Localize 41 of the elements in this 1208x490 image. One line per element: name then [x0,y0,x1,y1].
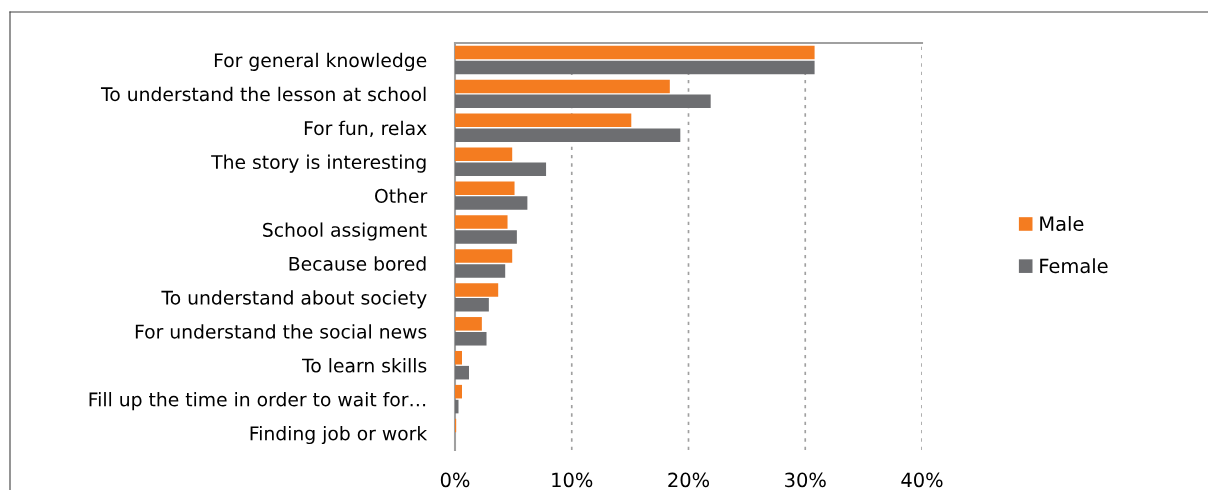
bar [455,249,513,263]
bar [455,365,470,380]
bar [455,384,462,399]
legend-label: Male [1040,216,1084,232]
y-tick-label: To understand about society [161,290,427,309]
bar [455,128,681,143]
bar [455,298,489,312]
bar [455,264,506,278]
bar [455,113,632,128]
x-tick-label: 0% [440,472,470,488]
bar [455,317,482,331]
bar [455,181,515,195]
y-tick-label: For fun, relax [304,120,427,138]
bar [455,350,462,365]
bar [455,147,513,162]
y-tick-label: For general knowledge [214,52,427,71]
bar [455,79,670,94]
y-tick-label: School assigment [263,222,427,241]
y-tick-label: The story is interesting [211,154,426,173]
bar [455,215,508,229]
bar [455,45,815,60]
bar [455,230,517,244]
bar [455,162,547,176]
x-tick-label: 10% [552,472,593,488]
y-tick-label: For understand the social news [135,324,427,339]
y-tick-label: Other [375,188,428,204]
y-tick-label: Fill up the time in order to wait for… [89,392,426,411]
bar [455,60,815,75]
bar [455,196,528,210]
x-tick-label: 30% [785,472,826,488]
bar [455,283,499,297]
bar [455,331,487,346]
y-tick-label: Finding job or work [250,425,428,445]
x-tick-label: 20% [668,472,710,488]
x-tick-label: 40% [901,472,943,488]
bar [455,399,459,414]
legend-label: Female [1040,258,1108,274]
y-tick-label: To understand the lesson at school [100,86,426,102]
y-tick-label: To learn skills [301,358,427,373]
y-tick-label: Because bored [289,256,426,271]
bar [455,94,711,109]
